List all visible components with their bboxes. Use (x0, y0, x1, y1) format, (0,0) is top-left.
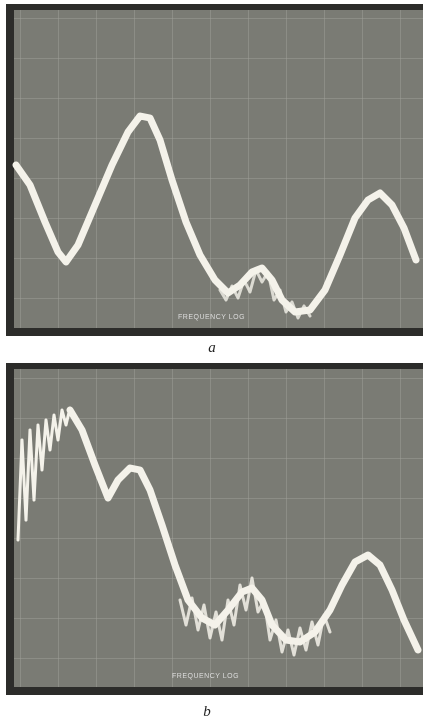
axis-label: FREQUENCY LOG (178, 314, 245, 321)
axis-label: FREQUENCY LOG (172, 673, 239, 680)
panel-a: FREQUENCY LOG a (6, 4, 423, 356)
trace-noise (16, 406, 76, 542)
caption: b (203, 704, 211, 720)
panel-b: FREQUENCY LOG b (6, 363, 423, 720)
trace-noise (218, 268, 312, 320)
trace (12, 112, 420, 316)
caption: a (208, 340, 216, 356)
graticule (14, 10, 423, 328)
graticule (14, 369, 423, 687)
trace-noise (178, 576, 332, 657)
